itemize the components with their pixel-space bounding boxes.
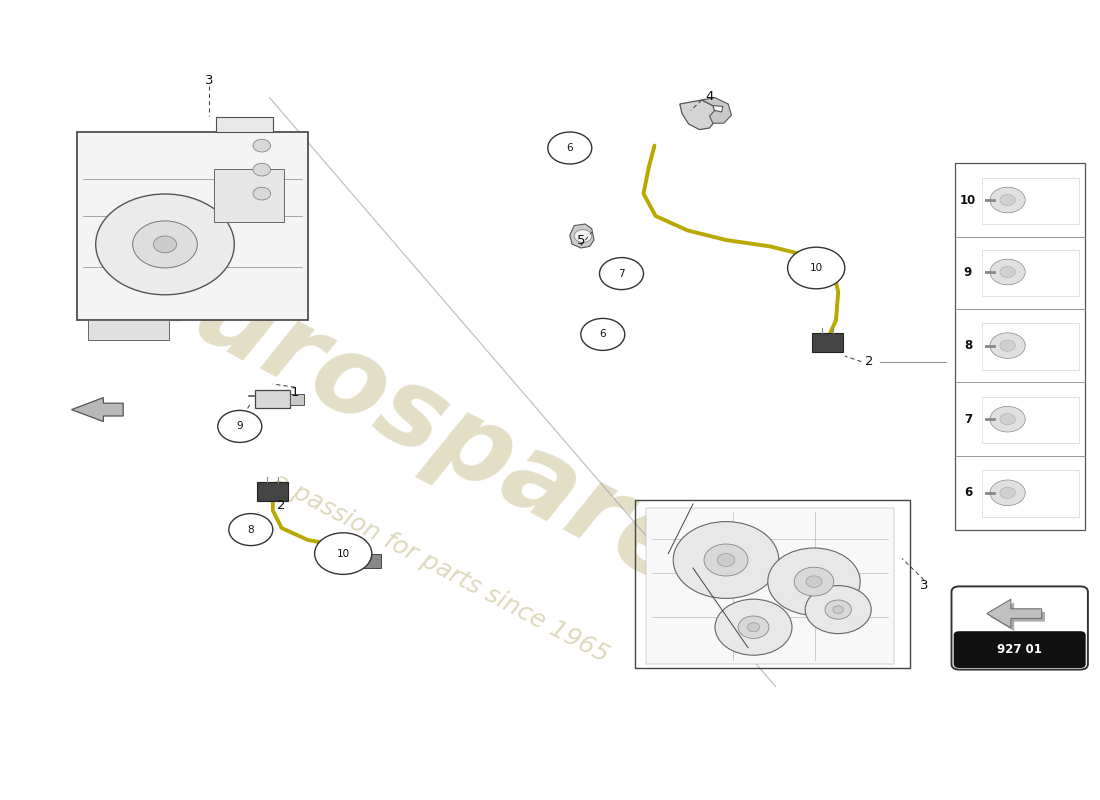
Text: 927 01: 927 01	[998, 643, 1042, 656]
Circle shape	[990, 406, 1025, 432]
Bar	[646, 507, 893, 664]
Polygon shape	[72, 398, 123, 422]
Text: 9: 9	[236, 422, 243, 431]
Circle shape	[1000, 340, 1015, 351]
Circle shape	[805, 586, 871, 634]
Bar	[982, 250, 1079, 296]
Text: 8: 8	[248, 525, 254, 534]
Circle shape	[747, 622, 760, 632]
Text: 6: 6	[566, 143, 573, 153]
Circle shape	[1000, 194, 1015, 206]
FancyBboxPatch shape	[952, 586, 1088, 670]
Circle shape	[990, 259, 1025, 285]
Bar	[982, 323, 1079, 370]
Circle shape	[990, 333, 1025, 358]
Text: 5: 5	[576, 234, 585, 246]
Text: a passion for parts since 1965: a passion for parts since 1965	[267, 469, 613, 667]
Circle shape	[253, 163, 271, 176]
Circle shape	[833, 606, 844, 614]
Circle shape	[548, 132, 592, 164]
Circle shape	[717, 554, 735, 566]
Text: 6: 6	[600, 330, 606, 339]
Text: 2: 2	[277, 499, 286, 512]
Circle shape	[806, 576, 822, 587]
Text: 4: 4	[705, 90, 714, 102]
Circle shape	[96, 194, 234, 294]
Bar	[982, 470, 1079, 517]
Bar	[214, 169, 284, 222]
Circle shape	[253, 139, 271, 152]
Circle shape	[990, 187, 1025, 213]
Text: 3: 3	[920, 579, 928, 592]
Polygon shape	[987, 599, 1042, 628]
Circle shape	[788, 247, 845, 289]
Circle shape	[1000, 414, 1015, 425]
Text: 8: 8	[964, 339, 972, 352]
Text: 10: 10	[337, 549, 350, 558]
Circle shape	[253, 187, 271, 200]
Circle shape	[673, 522, 779, 598]
Circle shape	[825, 600, 851, 619]
Text: 7: 7	[618, 269, 625, 278]
Text: eurospares: eurospares	[112, 224, 768, 640]
Circle shape	[581, 318, 625, 350]
Circle shape	[600, 258, 643, 290]
Text: 10: 10	[960, 194, 976, 206]
Bar	[88, 319, 168, 339]
Text: 7: 7	[964, 413, 972, 426]
Polygon shape	[680, 100, 717, 130]
Circle shape	[715, 599, 792, 655]
Text: 9: 9	[964, 266, 972, 278]
Circle shape	[738, 616, 769, 638]
Circle shape	[153, 236, 176, 253]
Bar	[255, 390, 290, 408]
Circle shape	[574, 230, 592, 242]
Circle shape	[794, 567, 834, 596]
FancyBboxPatch shape	[954, 631, 1086, 668]
Circle shape	[218, 410, 262, 442]
Bar	[955, 163, 1085, 530]
Text: 10: 10	[810, 263, 823, 273]
Polygon shape	[702, 98, 732, 123]
Bar	[77, 131, 308, 319]
Circle shape	[768, 548, 860, 615]
Bar	[982, 397, 1079, 443]
Circle shape	[704, 544, 748, 576]
Bar	[812, 333, 843, 352]
Circle shape	[1000, 266, 1015, 278]
Circle shape	[990, 480, 1025, 506]
Bar	[257, 482, 288, 501]
Text: 3: 3	[205, 74, 213, 86]
Polygon shape	[990, 602, 1045, 631]
Bar	[216, 117, 273, 131]
Circle shape	[229, 514, 273, 546]
Text: 2: 2	[865, 355, 873, 368]
Bar	[352, 554, 381, 568]
Bar	[290, 394, 304, 405]
Text: 1: 1	[290, 386, 299, 398]
Polygon shape	[570, 224, 594, 248]
Circle shape	[1000, 487, 1015, 498]
Circle shape	[133, 221, 197, 268]
Text: 6: 6	[964, 486, 972, 499]
Circle shape	[315, 533, 372, 574]
Bar	[982, 178, 1079, 224]
